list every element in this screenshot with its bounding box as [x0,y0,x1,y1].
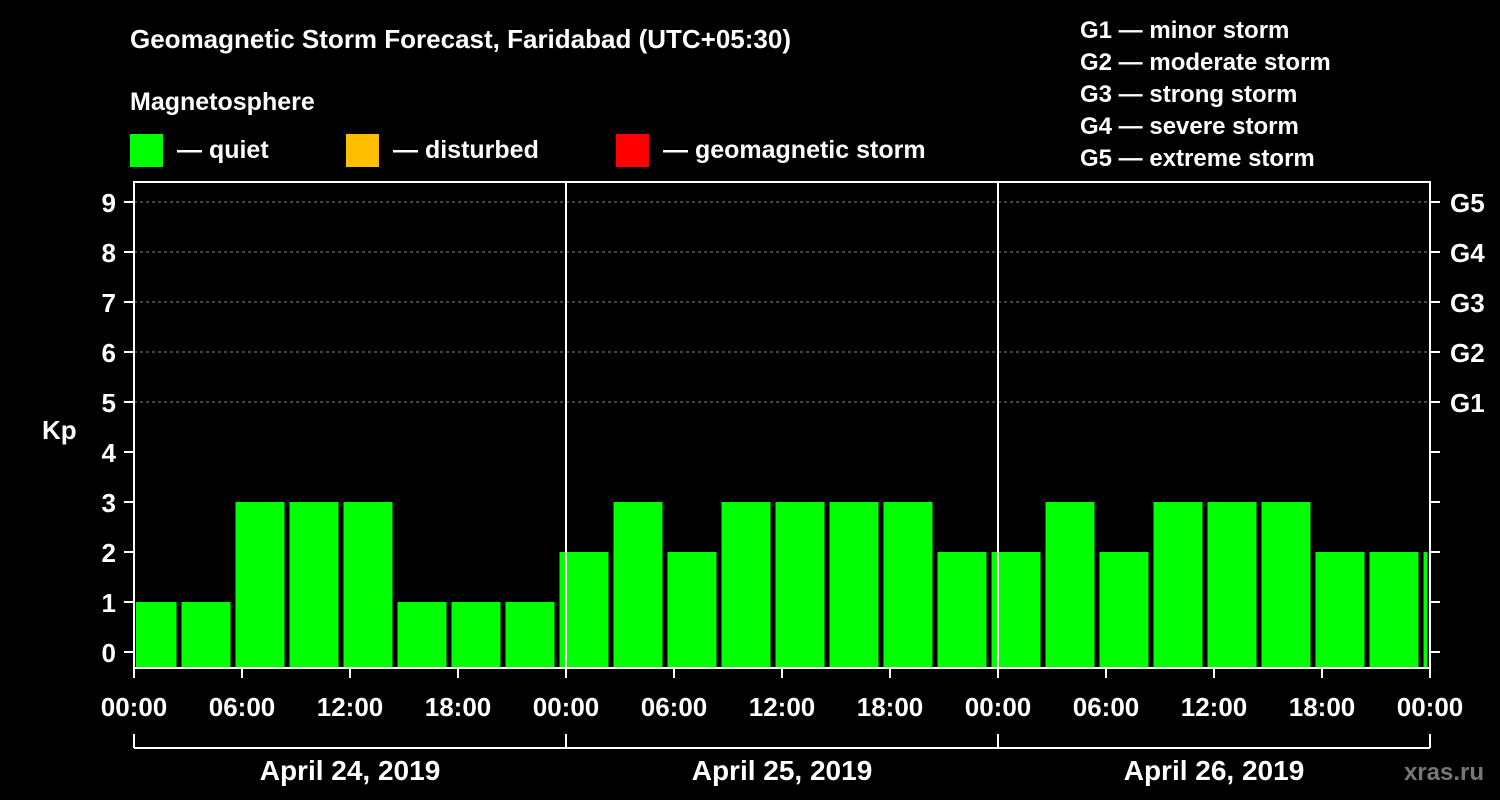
day-label-2: April 25, 2019 [692,755,873,786]
kp-bar [397,602,447,668]
legend-swatch-storm [616,134,649,167]
kp-bar [1207,502,1257,668]
y-tick-label: 1 [102,588,116,618]
kp-bar [1099,552,1149,668]
kp-bar [136,602,177,668]
y-tick-label: 7 [102,288,116,318]
legend-label-quiet: — quiet [177,136,269,164]
chart-title: Geomagnetic Storm Forecast, Faridabad (U… [130,24,791,54]
g-scale-label: G2 [1450,338,1485,368]
g-scale-label: G1 [1450,388,1485,418]
y-tick-label: 2 [102,538,116,568]
kp-bar [505,602,555,668]
kp-bar [1423,552,1428,668]
x-tick-label: 00:00 [533,692,600,722]
x-tick-label: 06:00 [641,692,708,722]
kp-bar [451,602,501,668]
kp-bar [1369,552,1419,668]
kp-bar [937,552,987,668]
kp-bar [1261,502,1311,668]
kp-bar [829,502,879,668]
x-tick-label: 12:00 [1181,692,1248,722]
gridlines [134,201,1430,403]
y-axis-label: Kp [42,415,77,445]
g-scale-label: G5 [1450,188,1485,218]
axes [124,181,1440,749]
y-tick-label: 6 [102,338,116,368]
x-tick-label: 12:00 [749,692,816,722]
x-tick-label: 00:00 [101,692,168,722]
legend-swatch-disturbed [346,134,379,167]
x-tick-label: 06:00 [209,692,276,722]
kp-bar [1315,552,1365,668]
x-tick-label: 00:00 [965,692,1032,722]
storm-scale-g4: G4 — severe storm [1080,113,1299,140]
day-label-1: April 24, 2019 [260,755,441,786]
g-scale-label: G4 [1450,238,1485,268]
kp-bar [613,502,663,668]
kp-bar [181,602,231,668]
x-tick-label: 00:00 [1397,692,1464,722]
kp-bar [721,502,771,668]
y-tick-label: 9 [102,188,116,218]
y-tick-label: 5 [102,388,116,418]
kp-bar [343,502,393,668]
kp-bar [667,552,717,668]
x-tick-label: 12:00 [317,692,384,722]
kp-bar [991,552,1041,668]
bars [136,502,1428,668]
storm-scale-g3: G3 — strong storm [1080,81,1297,108]
watermark: xras.ru [1404,759,1484,786]
legend-swatch-quiet [130,134,163,167]
kp-bar [883,502,933,668]
y-tick-label: 3 [102,488,116,518]
y-tick-label: 4 [102,438,117,468]
kp-bar [1045,502,1095,668]
day-label-3: April 26, 2019 [1124,755,1305,786]
storm-scale-g2: G2 — moderate storm [1080,49,1331,76]
kp-bar [289,502,339,668]
legend-label-storm: — geomagnetic storm [663,136,926,164]
kp-bar [235,502,285,668]
x-tick-label: 18:00 [1289,692,1356,722]
x-tick-label: 18:00 [857,692,924,722]
y-tick-label: 0 [102,638,116,668]
y-tick-label: 8 [102,238,116,268]
kp-bar [775,502,825,668]
x-tick-label: 18:00 [425,692,492,722]
legend-heading: Magnetosphere [130,88,315,116]
g-scale-label: G3 [1450,288,1485,318]
legend-label-disturbed: — disturbed [393,136,539,164]
storm-scale-g5: G5 — extreme storm [1080,145,1315,172]
kp-bar [1153,502,1203,668]
x-tick-label: 06:00 [1073,692,1140,722]
axis-labels: 0 1 2 3 4 5 6 7 8 9 G1 G2 G3 G4 G5 00:00 06:00 12:00 18:00… [101,188,1485,722]
storm-scale-g1: G1 — minor storm [1080,17,1289,44]
kp-bar [559,552,609,668]
